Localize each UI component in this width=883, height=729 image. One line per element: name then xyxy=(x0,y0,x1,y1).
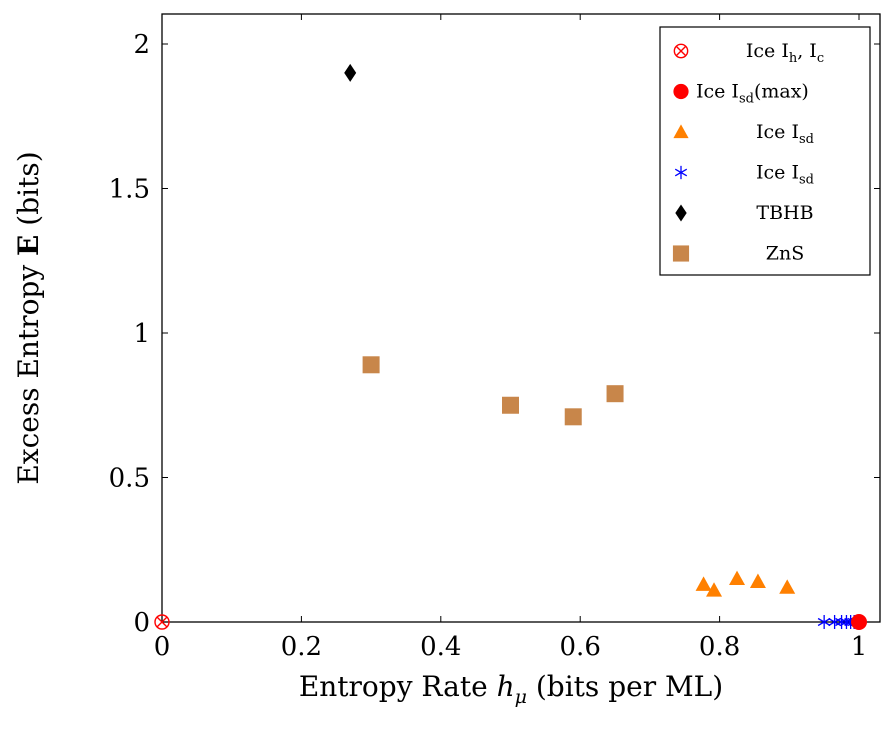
zns-point-square xyxy=(362,356,380,374)
legend-marker-ice-ih-ic-x2 xyxy=(675,45,687,57)
y-tick-label: 0.5 xyxy=(109,464,150,494)
tbhb-point xyxy=(344,63,357,82)
ice-isd-tri-point xyxy=(749,573,766,588)
legend-label-zns: ZnS xyxy=(766,243,804,265)
ice-isd-tri-point xyxy=(729,570,746,586)
legend-marker-ice-ih-ic-ring xyxy=(673,43,689,59)
legend-box xyxy=(659,26,871,276)
ice-isd-tri-point xyxy=(779,579,796,594)
legend-marker-tbhb xyxy=(675,204,687,222)
legend-label-ice-isd-tri: Ice Isd xyxy=(756,121,814,147)
ice-isd-tri-point-tri xyxy=(779,579,796,594)
legend-label-tbhb: TBHB xyxy=(756,202,813,224)
zns-point-square xyxy=(606,385,624,403)
legend-marker-ice-isd-tri xyxy=(673,124,689,139)
ice-ih-ic-point-ring xyxy=(154,614,170,630)
y-axis-title: Excess Entropy E (bits) xyxy=(12,151,45,484)
ice-ih-ic-point-x2 xyxy=(156,616,168,628)
y-tick-label: 0 xyxy=(133,608,150,638)
legend-marker-tbhb-diamond xyxy=(675,204,687,222)
ice-isd-tri-point-tri xyxy=(749,573,766,588)
y-tick-label: 1.5 xyxy=(109,175,150,205)
x-tick-label: 0 xyxy=(154,632,171,662)
zns-point-square xyxy=(502,396,519,414)
tbhb-point-diamond xyxy=(344,63,357,82)
ice-ih-ic-point xyxy=(154,614,170,630)
ice-isd-tri-point xyxy=(695,576,712,591)
x-tick-label: 1 xyxy=(851,632,868,662)
legend-marker-ice-isd-max xyxy=(673,83,689,100)
legend: Ice Ih, Ic Ice Isd(max) Ice Isd Ice Isd TBHB… xyxy=(659,26,871,276)
x-tick-label: 0.6 xyxy=(560,632,601,662)
ice-isd-tri-point xyxy=(706,582,723,597)
ice-isd-max-point-dot xyxy=(851,614,867,630)
x-tick-label: 0.2 xyxy=(281,632,322,662)
plot-frame xyxy=(161,13,881,623)
legend-marker-zns xyxy=(672,245,690,262)
x-tick-label: 0.8 xyxy=(699,632,740,662)
ice-isd-tri-point-tri xyxy=(695,576,712,591)
zns-point xyxy=(362,356,380,374)
legend-marker-ice-ih-ic xyxy=(673,43,689,59)
legend-label-ice-ih-ic: Ice Ih, Ic xyxy=(746,40,824,66)
zns-point xyxy=(564,408,582,426)
zns-point xyxy=(502,396,519,414)
ice-isd-max-point xyxy=(851,614,867,630)
legend-label-ice-isd-max: Ice Isd(max) xyxy=(696,81,809,107)
ice-isd-tri-point-tri xyxy=(706,582,723,597)
ice-isd-star-point-arm xyxy=(817,617,831,627)
ice-isd-tri-point-tri xyxy=(729,570,746,586)
legend-marker-ice-isd-star xyxy=(674,165,688,180)
zns-point-square xyxy=(564,408,582,426)
legend-marker-ice-isd-star-arm xyxy=(674,168,688,177)
x-tick-label: 0.4 xyxy=(420,632,461,662)
legend-marker-zns-square xyxy=(672,245,690,262)
legend-marker-ice-isd-max-dot xyxy=(673,83,689,100)
ice-isd-star-point xyxy=(817,615,831,629)
legend-label-ice-isd-star: Ice Isd xyxy=(756,162,814,188)
zns-point xyxy=(606,385,624,403)
y-tick-label: 1 xyxy=(133,319,150,349)
x-axis-title: Entropy Rate hμ (bits per ML) xyxy=(299,670,723,708)
y-tick-label: 2 xyxy=(133,30,150,60)
legend-marker-ice-isd-tri-tri xyxy=(673,124,689,139)
